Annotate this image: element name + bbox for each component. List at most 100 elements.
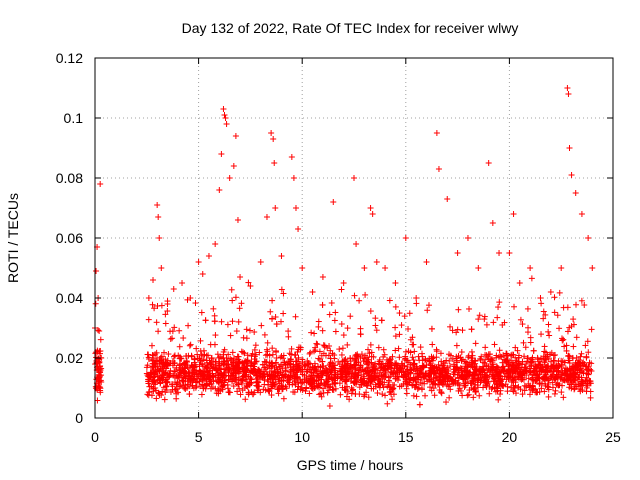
- data-point: [403, 375, 410, 382]
- data-point: [213, 367, 220, 374]
- data-point: [417, 344, 424, 351]
- data-point: [570, 316, 577, 323]
- data-point: [240, 349, 247, 356]
- data-point: [538, 300, 545, 307]
- data-point: [405, 325, 412, 332]
- data-point: [401, 356, 408, 363]
- data-point: [540, 315, 547, 322]
- data-point: [364, 354, 371, 361]
- data-point: [438, 390, 445, 397]
- data-point: [539, 363, 546, 370]
- data-point: [225, 351, 232, 358]
- data-point: [189, 373, 196, 380]
- data-point: [433, 346, 440, 353]
- data-point: [402, 235, 409, 241]
- data-point: [199, 271, 206, 277]
- data-point: [176, 378, 183, 385]
- data-point: [506, 250, 513, 256]
- data-point: [315, 323, 322, 330]
- data-point: [170, 286, 177, 292]
- data-point: [489, 220, 496, 226]
- data-point: [396, 354, 403, 361]
- data-point: [563, 347, 570, 354]
- data-point: [449, 355, 456, 362]
- data-point: [320, 385, 327, 392]
- data-point: [462, 360, 469, 367]
- data-point: [94, 348, 101, 355]
- data-point: [392, 280, 399, 286]
- data-point: [372, 366, 379, 373]
- data-point: [451, 368, 458, 375]
- data-point: [258, 322, 265, 329]
- data-point: [587, 394, 594, 401]
- data-point: [364, 361, 371, 368]
- data-point: [320, 389, 327, 396]
- data-point: [148, 342, 155, 349]
- data-point: [339, 359, 346, 366]
- data-point: [430, 354, 437, 361]
- data-point: [268, 392, 275, 399]
- data-point: [285, 333, 292, 340]
- data-point: [343, 365, 350, 372]
- data-point: [392, 324, 399, 331]
- data-point: [437, 377, 444, 384]
- data-point: [237, 391, 244, 398]
- data-point: [267, 376, 274, 383]
- data-point: [179, 377, 186, 384]
- data-point: [431, 392, 438, 399]
- data-point: [468, 326, 475, 333]
- data-point: [524, 355, 531, 362]
- data-point: [233, 380, 240, 387]
- data-point: [374, 390, 381, 397]
- data-point: [171, 324, 178, 331]
- data-point: [559, 337, 566, 344]
- data-point: [280, 395, 287, 402]
- data-point: [550, 357, 557, 364]
- data-point: [238, 300, 245, 307]
- data-point: [548, 373, 555, 380]
- data-point: [379, 391, 386, 398]
- data-point: [538, 385, 545, 392]
- data-point: [560, 304, 567, 311]
- data-point: [516, 360, 523, 367]
- data-point: [526, 391, 533, 398]
- data-point: [484, 367, 491, 374]
- data-point: [577, 353, 584, 360]
- x-tick-label: 5: [195, 429, 203, 445]
- data-point: [241, 364, 248, 371]
- data-point: [177, 382, 184, 389]
- data-point: [212, 332, 219, 339]
- data-point: [581, 302, 588, 309]
- data-point: [375, 381, 382, 388]
- data-point: [94, 375, 101, 382]
- data-point: [159, 371, 166, 378]
- data-point: [288, 366, 295, 373]
- data-points: [92, 85, 596, 410]
- data-point: [304, 358, 311, 365]
- data-point: [311, 330, 318, 337]
- data-point: [294, 375, 301, 382]
- data-point: [225, 385, 232, 392]
- data-point: [540, 308, 547, 315]
- data-point: [536, 368, 543, 375]
- data-point: [550, 368, 557, 375]
- data-point: [222, 115, 229, 121]
- data-point: [298, 379, 305, 386]
- data-point: [145, 295, 152, 301]
- data-point: [145, 354, 152, 361]
- data-point: [200, 385, 207, 392]
- data-point: [441, 360, 448, 367]
- data-point: [251, 346, 258, 353]
- data-point: [579, 378, 586, 385]
- data-point: [326, 403, 333, 410]
- data-point: [558, 376, 565, 383]
- data-point: [558, 357, 565, 364]
- data-point: [449, 327, 456, 334]
- data-point: [491, 367, 498, 374]
- data-point: [347, 355, 354, 362]
- data-point: [332, 328, 339, 335]
- data-point: [158, 265, 165, 271]
- data-point: [253, 372, 260, 379]
- data-point: [521, 364, 528, 371]
- data-point: [319, 301, 326, 308]
